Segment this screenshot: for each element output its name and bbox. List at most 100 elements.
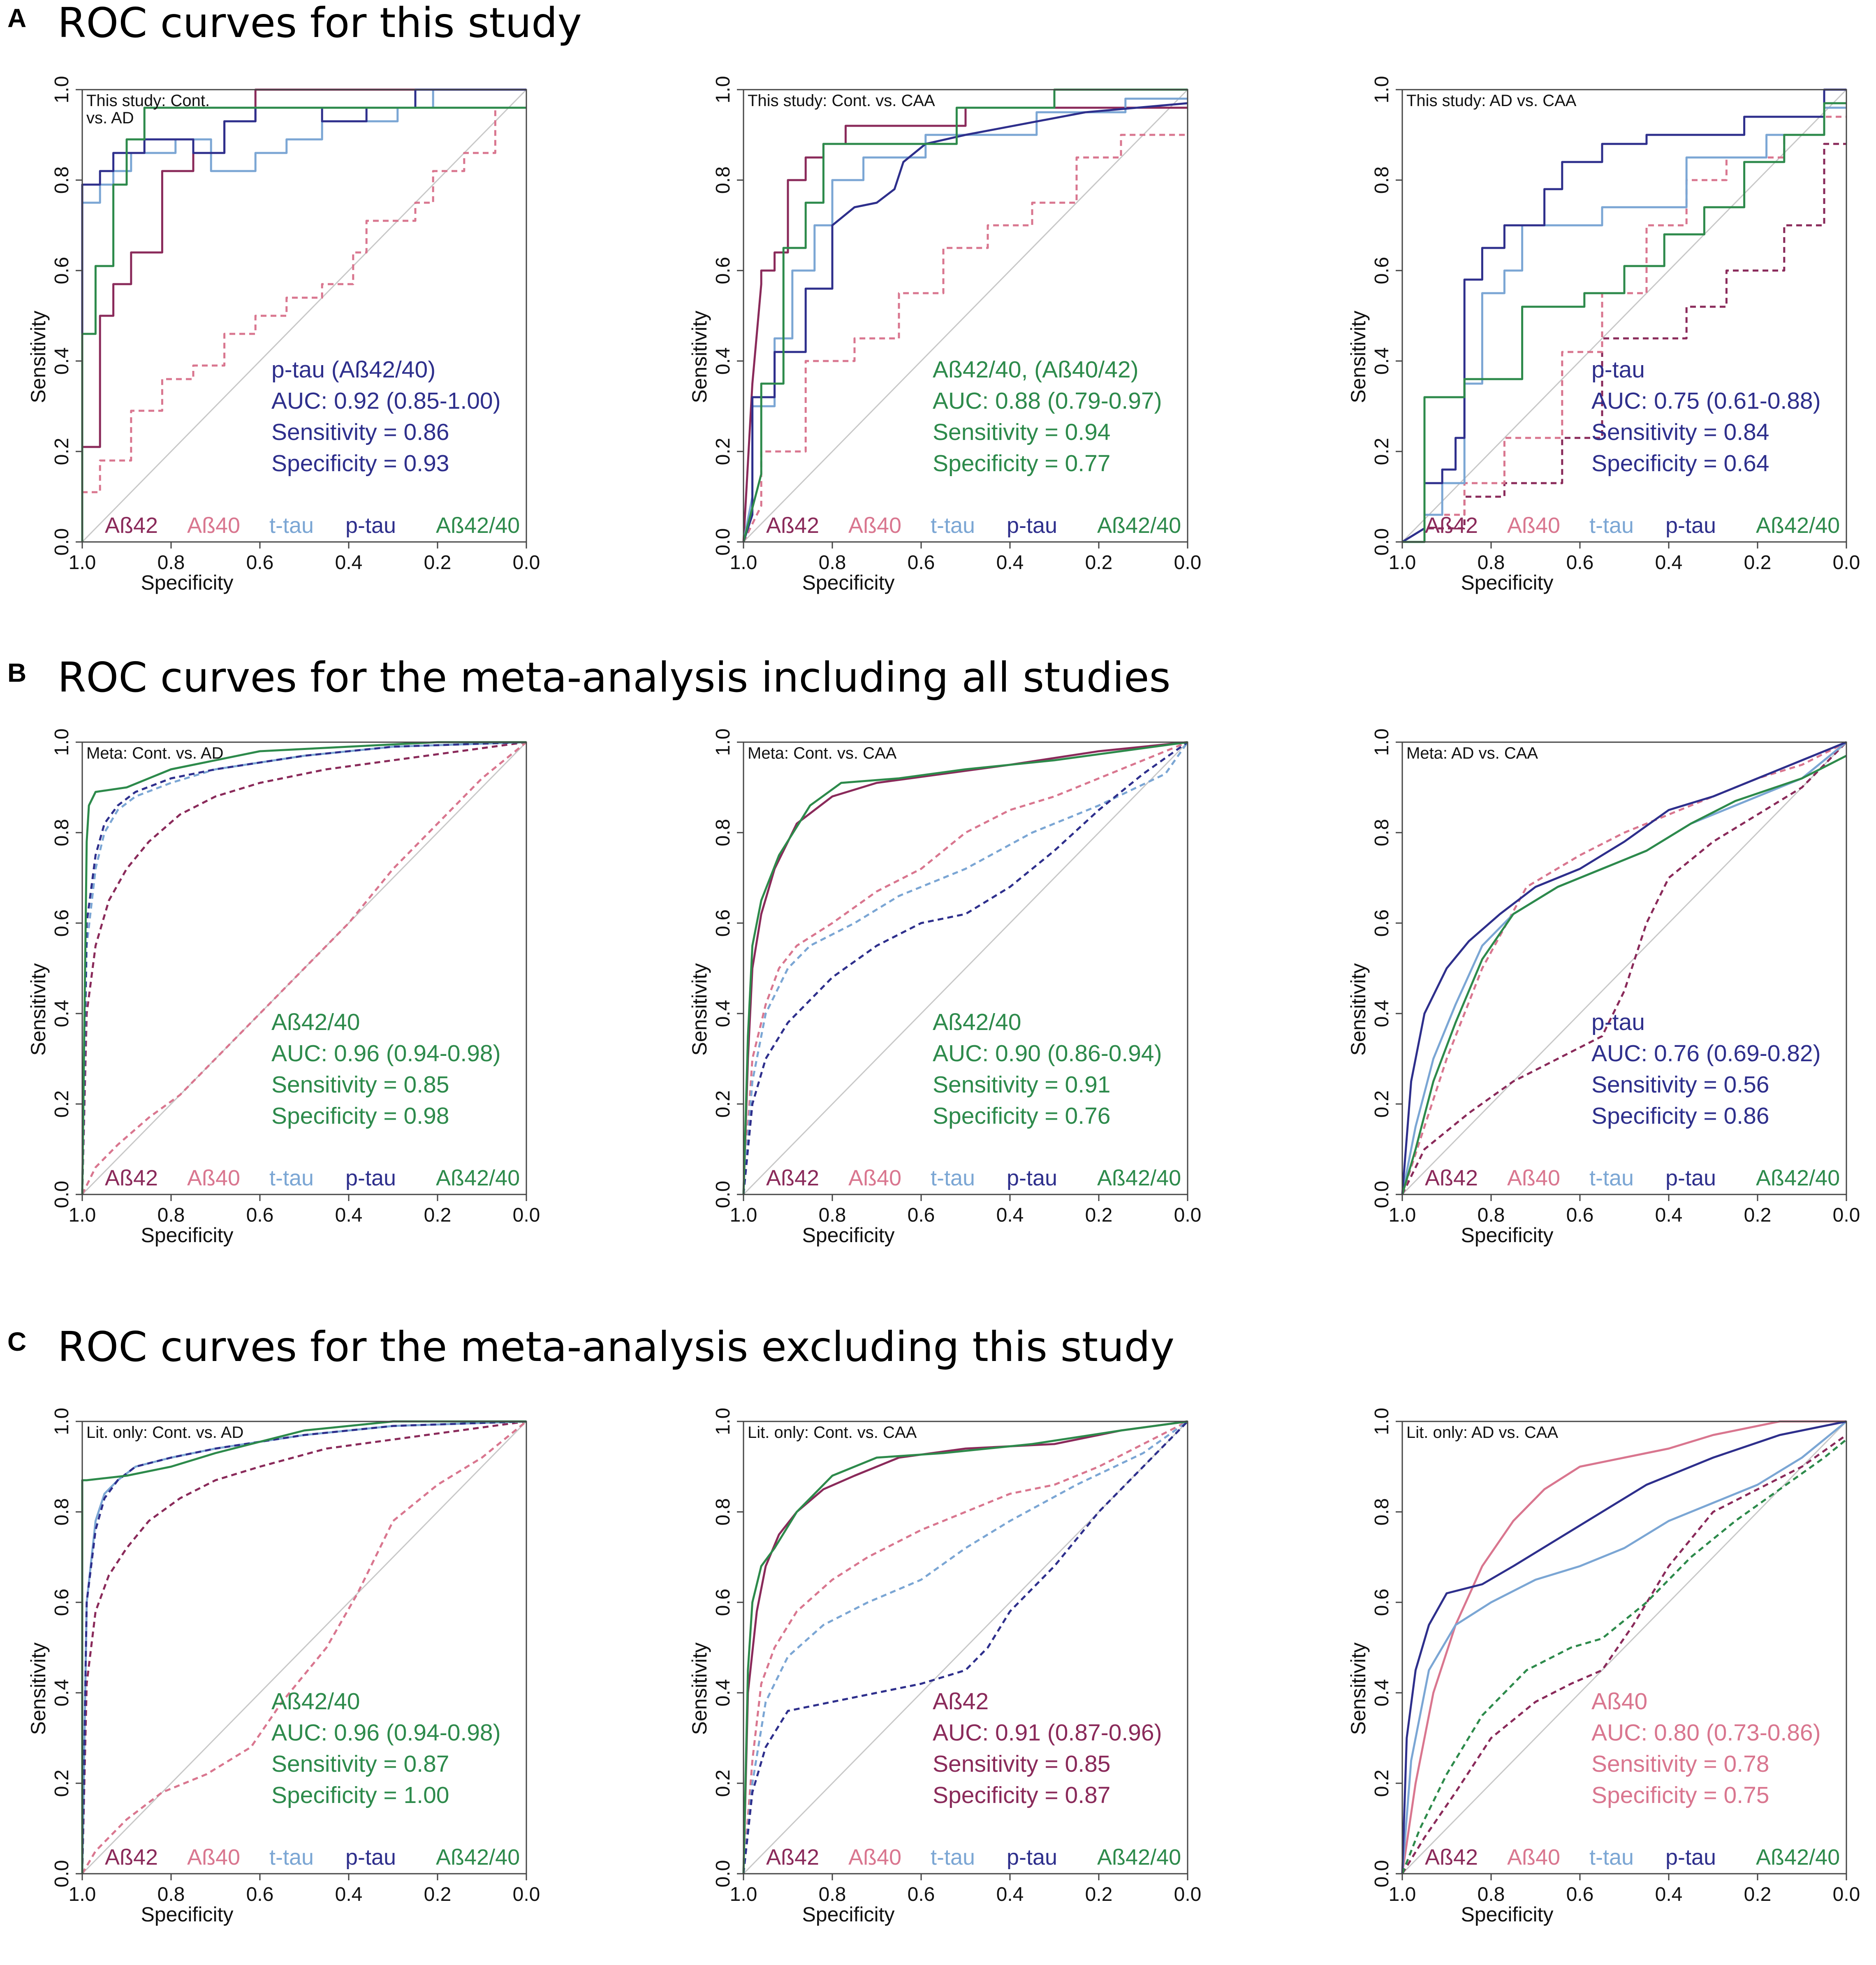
y-axis-label: Sensitivity bbox=[1347, 963, 1370, 1055]
annotation-line: Sensitivity = 0.87 bbox=[271, 1751, 449, 1777]
x-tick-label: 0.2 bbox=[1085, 552, 1113, 574]
legend-ratio: Aß42/40 bbox=[436, 1845, 520, 1870]
x-tick-label: 0.2 bbox=[1085, 1884, 1113, 1905]
x-tick-label: 1.0 bbox=[1389, 1884, 1416, 1905]
y-tick-label: 0.8 bbox=[1371, 167, 1393, 194]
section-header-a: A ROC curves for this study bbox=[7, 0, 582, 47]
y-tick-label: 1.0 bbox=[1371, 76, 1393, 104]
roc-curve-ptau bbox=[742, 102, 1188, 542]
roc-curve-ttau bbox=[1401, 1421, 1847, 1874]
y-axis-label: Sensitivity bbox=[27, 963, 50, 1055]
legend-ab42: Aß42 bbox=[1425, 1845, 1478, 1870]
legend-ptau: p-tau bbox=[1665, 1845, 1716, 1870]
y-tick-label: 1.0 bbox=[1371, 1408, 1393, 1435]
annotation-line: Specificity = 0.76 bbox=[933, 1103, 1110, 1129]
roc-panel: Lit. only: Cont. vs. AD 1.0 0.8 0.6 0.4 0.2 0.… bbox=[27, 1408, 540, 1926]
panel-title: Meta: Cont. vs. CAA bbox=[748, 744, 897, 762]
legend-ttau: t-tau bbox=[269, 1166, 314, 1190]
x-tick-label: 0.2 bbox=[1744, 1204, 1772, 1226]
legend-ab42: Aß42 bbox=[105, 1166, 158, 1190]
chance-diagonal bbox=[743, 89, 1188, 543]
y-axis-label: Sensitivity bbox=[27, 310, 50, 403]
y-tick-label: 0.6 bbox=[1371, 910, 1393, 937]
y-tick-label: 1.0 bbox=[712, 1408, 734, 1435]
legend-ttau: t-tau bbox=[931, 1845, 975, 1870]
x-tick-label: 0.6 bbox=[908, 1884, 935, 1905]
y-tick-label: 0.4 bbox=[51, 347, 73, 375]
panel-title: This study: Cont. vs. CAA bbox=[748, 92, 935, 110]
x-tick-label: 0.2 bbox=[424, 1204, 452, 1226]
roc-curve-ab42 bbox=[742, 1420, 1188, 1874]
annotation-line: Sensitivity = 0.56 bbox=[1591, 1072, 1769, 1098]
x-tick-label: 0.2 bbox=[1744, 1884, 1772, 1905]
x-tick-label: 0.4 bbox=[1655, 1204, 1683, 1226]
panel-title: Lit. only: Cont. vs. AD bbox=[86, 1423, 243, 1442]
y-tick-label: 0.2 bbox=[712, 438, 734, 465]
annotation-line: Specificity = 1.00 bbox=[271, 1782, 449, 1808]
roc-curve-ab42 bbox=[81, 1420, 527, 1874]
legend-ab40: Aß40 bbox=[848, 1845, 901, 1870]
roc-curve-ptau bbox=[1401, 1420, 1847, 1874]
roc-panel: Meta: AD vs. CAA 1.0 0.8 0.6 0.4 0.2 0.0 0.0 0.2… bbox=[1347, 729, 1860, 1247]
annotation-line: p-tau bbox=[1591, 1009, 1645, 1035]
x-axis-label: Specificity bbox=[141, 1224, 233, 1247]
roc-curve-ratio bbox=[742, 1420, 1188, 1874]
roc-curve-ab42 bbox=[1401, 1434, 1847, 1875]
chance-diagonal bbox=[81, 1421, 527, 1875]
y-tick-label: 0.0 bbox=[1371, 1181, 1393, 1208]
y-tick-label: 1.0 bbox=[51, 729, 73, 756]
y-tick-label: 0.4 bbox=[1371, 347, 1393, 375]
x-tick-label: 0.0 bbox=[1174, 552, 1202, 574]
x-tick-label: 0.8 bbox=[157, 552, 185, 574]
plot-frame bbox=[81, 89, 527, 543]
legend-ptau: p-tau bbox=[1665, 1166, 1716, 1190]
roc-curve-ratio bbox=[1402, 102, 1846, 543]
y-axis-label: Sensitivity bbox=[27, 1642, 50, 1735]
y-tick-label: 0.4 bbox=[1371, 1000, 1393, 1028]
annotation-line: Sensitivity = 0.78 bbox=[1591, 1751, 1769, 1777]
x-axis-label: Specificity bbox=[1461, 1903, 1553, 1926]
annotation-line: AUC: 0.80 (0.73-0.86) bbox=[1591, 1720, 1821, 1746]
roc-curve-ab40 bbox=[742, 741, 1188, 1195]
y-axis-label: Sensitivity bbox=[688, 310, 711, 403]
annotation-line: Sensitivity = 0.85 bbox=[271, 1072, 449, 1098]
annotation-line: Aß42/40, (Aß40/42) bbox=[933, 356, 1139, 383]
annotation-line: Aß42/40 bbox=[271, 1688, 360, 1715]
annotation-line: Specificity = 0.86 bbox=[1591, 1103, 1769, 1129]
y-tick-label: 0.8 bbox=[1371, 819, 1393, 847]
roc-curve-ratio bbox=[742, 88, 1188, 542]
chance-diagonal bbox=[743, 741, 1188, 1195]
x-tick-label: 0.2 bbox=[424, 552, 452, 574]
annotation-line: AUC: 0.90 (0.86-0.94) bbox=[933, 1040, 1162, 1067]
legend-ab40: Aß40 bbox=[1507, 513, 1560, 538]
y-tick-label: 0.6 bbox=[51, 910, 73, 937]
roc-curve-ab40 bbox=[81, 741, 527, 1195]
annotation-line: Sensitivity = 0.86 bbox=[271, 419, 449, 445]
roc-curve-ab40 bbox=[81, 106, 526, 542]
section-title: ROC curves for this study bbox=[58, 0, 582, 47]
y-tick-label: 0.6 bbox=[712, 1589, 734, 1616]
x-tick-label: 1.0 bbox=[69, 552, 96, 574]
legend-ptau: p-tau bbox=[1007, 1845, 1057, 1870]
y-tick-label: 0.6 bbox=[1371, 1589, 1393, 1616]
roc-panel: Lit. only: Cont. vs. CAA 1.0 0.8 0.6 0.4 0.2 0… bbox=[688, 1408, 1201, 1926]
legend-ratio: Aß42/40 bbox=[436, 1166, 520, 1190]
legend-ab40: Aß40 bbox=[848, 513, 901, 538]
y-tick-label: 1.0 bbox=[1371, 729, 1393, 756]
y-tick-label: 0.6 bbox=[1371, 257, 1393, 285]
y-tick-label: 1.0 bbox=[712, 729, 734, 756]
section-title: ROC curves for the meta-analysis includi… bbox=[58, 653, 1171, 701]
y-tick-label: 1.0 bbox=[712, 76, 734, 104]
y-tick-label: 0.4 bbox=[712, 1679, 734, 1707]
x-tick-label: 1.0 bbox=[730, 1204, 757, 1226]
annotation-line: AUC: 0.91 (0.87-0.96) bbox=[933, 1720, 1162, 1746]
annotation-line: Specificity = 0.77 bbox=[933, 450, 1110, 477]
roc-panel: This study: Cont.vs. AD 1.0 0.8 0.6 0.4 0.2 0.… bbox=[27, 76, 540, 594]
annotation-line: Aß40 bbox=[1591, 1688, 1647, 1715]
y-tick-label: 0.8 bbox=[712, 1498, 734, 1526]
roc-curve-ratio bbox=[81, 106, 526, 542]
y-tick-label: 0.4 bbox=[51, 1000, 73, 1028]
x-tick-label: 0.6 bbox=[908, 1204, 935, 1226]
panel-title: Lit. only: Cont. vs. CAA bbox=[748, 1423, 917, 1442]
plot-frame bbox=[1401, 741, 1847, 1195]
